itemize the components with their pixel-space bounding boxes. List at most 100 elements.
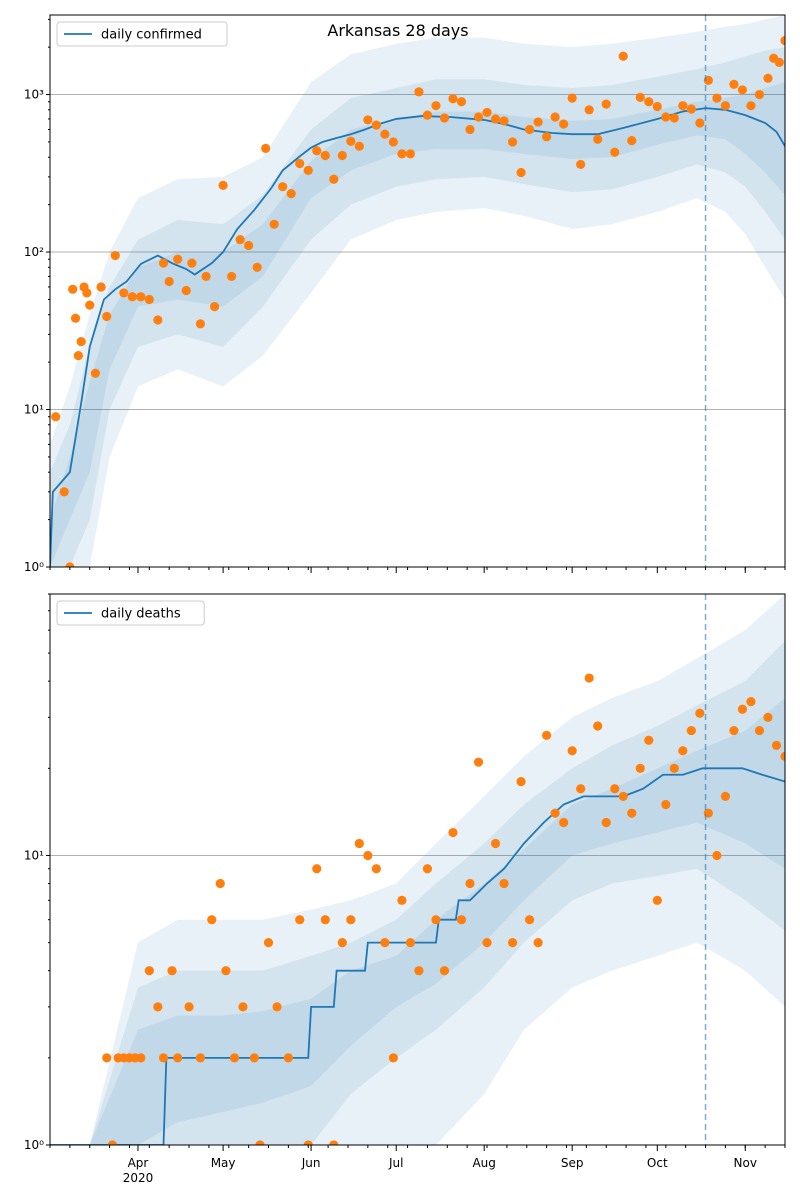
legend-box [56,21,228,47]
data-point [618,51,628,61]
data-point [221,966,231,976]
y-tick-label: 10⁰ [24,1138,44,1152]
data-point [448,94,458,104]
data-point [363,850,373,861]
data-point [533,117,543,127]
data-point [465,124,475,135]
data-point [576,784,586,794]
data-point [227,271,237,282]
data-point [397,895,407,905]
data-point [473,757,484,767]
data-point [209,302,220,312]
data-point [712,850,722,861]
data-point [102,311,112,322]
data-point [320,915,330,925]
data-point [661,799,671,810]
data-point [516,776,526,787]
data-point [218,180,228,190]
confidence-band [50,697,785,1145]
data-point [754,89,765,100]
data-point [229,1053,240,1063]
data-point [119,288,129,298]
data-point [524,124,535,135]
data-point [337,150,347,161]
data-point [136,1053,146,1063]
data-point [635,763,645,773]
data-point [82,288,92,298]
confidence-band [50,15,785,567]
data-point [456,915,467,925]
y-tick-label: 10² [24,245,44,259]
data-point [65,562,75,567]
data-point [380,938,390,948]
data-point [371,864,381,874]
data-point [669,763,679,773]
data-point [76,336,86,347]
data-point [303,165,313,175]
data-point [720,791,731,801]
data-point [107,1140,118,1145]
data-point [601,99,611,109]
data-point [774,57,784,68]
data-point [439,113,450,123]
data-point [173,254,183,264]
data-point [499,878,509,889]
data-point [712,93,722,103]
data-point [678,746,688,756]
data-point [90,368,101,378]
data-point [272,1002,282,1012]
plot-area [50,15,785,567]
data-point [593,721,603,731]
data-point [507,137,518,147]
y-tick-label: 10⁰ [24,560,44,574]
y-tick-label: 10¹ [24,848,44,862]
data-point [388,137,398,147]
data-point [431,101,441,111]
data-point [559,119,569,129]
data-point [110,250,120,261]
data-point [405,938,416,948]
data-point [763,73,773,83]
data-point [669,113,679,123]
data-point [414,966,424,976]
data-point [249,1053,259,1063]
x-tick-label: Apr [128,1156,149,1170]
data-point [414,87,424,97]
data-point [678,101,688,111]
data-point [312,146,322,156]
data-point [295,158,305,169]
data-point [153,1002,163,1012]
data-point [601,817,611,828]
data-point [405,149,416,159]
x-year-label: 2020 [123,1171,154,1185]
data-point [136,292,146,302]
data-point [286,188,296,199]
data-point [158,1053,169,1063]
legend-label: daily confirmed [101,28,202,43]
data-point [482,938,492,948]
data-point [746,101,756,111]
data-point [644,735,654,745]
data-point [516,167,526,178]
data-point [181,285,191,296]
series-line [50,107,785,567]
data-point [235,234,245,245]
data-point [661,112,671,122]
data-point [737,704,748,714]
data-point [144,294,154,305]
data-point [490,838,501,849]
data-point [465,878,475,889]
confidence-band [50,641,785,1145]
data-point [686,725,696,736]
data-point [380,129,390,139]
legend: daily confirmed [56,21,228,47]
confidence-band [50,82,785,567]
data-point [167,966,177,976]
series-line [50,767,785,1145]
data-point [720,101,731,111]
data-point [422,110,433,120]
legend-label: daily deaths [101,607,181,622]
data-point [346,136,356,146]
data-point [346,915,356,925]
